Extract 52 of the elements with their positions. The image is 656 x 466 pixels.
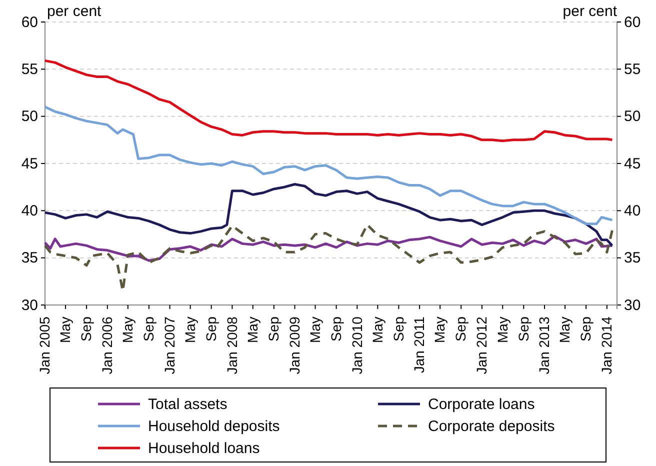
x-tick-label: Jan 2009: [286, 316, 302, 374]
y2-axis-title: per cent: [562, 3, 618, 20]
x-tick-label: Sep: [328, 316, 344, 342]
y-tick-label: 40: [21, 202, 38, 220]
x-tick-label: Jan 2012: [474, 316, 490, 374]
x-tick-label: Sep: [266, 316, 282, 342]
x-tick-label: May: [57, 316, 74, 344]
x-tick-label: May: [494, 316, 510, 344]
x-tick-label: May: [556, 316, 573, 344]
x-tick-label: Jan 2011: [411, 316, 428, 374]
y-tick-label: 30: [21, 296, 38, 314]
y2-tick-label: 40: [624, 202, 641, 220]
line-series: [44, 59, 614, 142]
y2-tick-label: 55: [624, 60, 641, 78]
x-tick-label: Sep: [202, 316, 219, 342]
y-tick-label: 45: [21, 155, 38, 172]
y2-tick-label: 50: [624, 108, 641, 126]
y2-tick-label: 30: [624, 296, 641, 314]
legend-label: Corporate deposits: [428, 418, 555, 435]
x-tick-label: Sep: [140, 316, 157, 342]
x-tick-label: Jan 2005: [36, 316, 53, 374]
y-tick-label: 60: [21, 14, 38, 31]
y2-tick-label: 60: [624, 14, 641, 31]
line-series: [44, 183, 614, 247]
x-tick-label: Sep: [578, 316, 594, 342]
x-tick-label: May: [182, 316, 198, 344]
legend-label: Total assets: [148, 396, 228, 413]
x-tick-label: Sep: [452, 316, 469, 342]
x-tick-label: Jan 2006: [99, 316, 116, 374]
x-tick-label: May: [244, 316, 260, 344]
y-axis-title: per cent: [47, 3, 102, 20]
legend-label: Household deposits: [148, 418, 280, 435]
x-tick-label: Jan 2008: [224, 316, 240, 374]
x-tick-label: Sep: [78, 316, 94, 342]
y-tick-label: 35: [21, 250, 38, 267]
x-tick-label: Jan 2010: [348, 316, 365, 374]
x-tick-label: Jan 2013: [536, 316, 552, 374]
x-tick-label: Jan 2007: [161, 316, 178, 374]
x-tick-label: May: [306, 316, 323, 344]
y-tick-label: 50: [21, 108, 38, 126]
x-tick-label: May: [369, 316, 386, 344]
x-tick-label: Jan 2014: [598, 316, 615, 374]
x-tick-label: Sep: [390, 316, 406, 342]
x-tick-label: May: [120, 316, 136, 344]
legend-label: Household loans: [148, 440, 260, 457]
line-series: [44, 106, 614, 226]
x-tick-label: Sep: [515, 316, 532, 342]
y-tick-label: 55: [21, 60, 38, 78]
x-tick-label: May: [432, 316, 448, 344]
y2-tick-label: 45: [624, 155, 641, 172]
y2-tick-label: 35: [624, 250, 641, 267]
legend-label: Corporate loans: [428, 396, 535, 413]
